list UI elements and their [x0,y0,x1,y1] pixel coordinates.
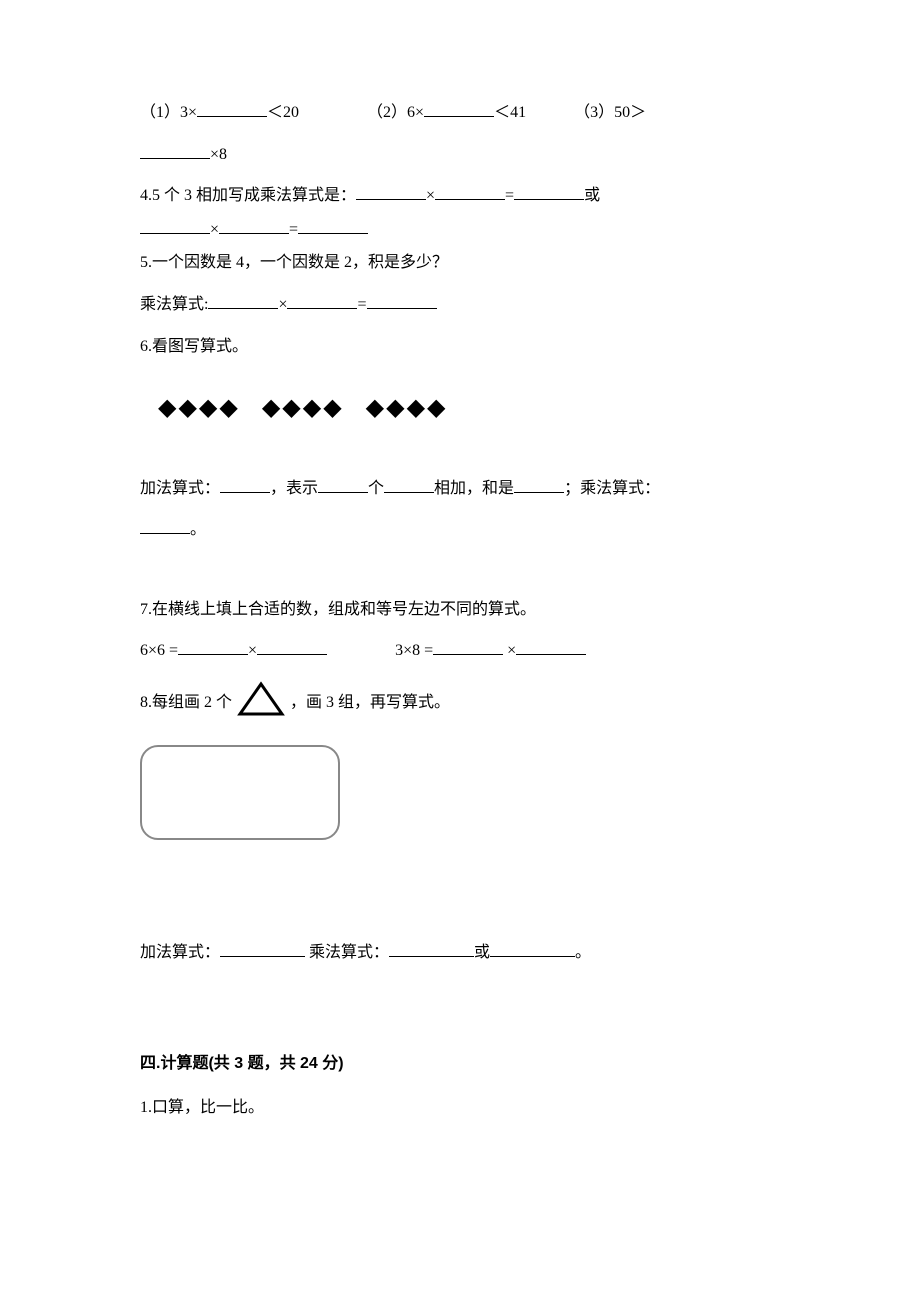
q3-p3-prefix: （3）50＞ [574,104,646,121]
q6-a: 加法算式： [140,480,220,497]
diamond-group-3: ◆◆◆◆ [366,395,448,421]
q7-prompt: 7.在横线上填上合适的数，组成和等号左边不同的算式。 [140,597,780,623]
q6-blank-3 [384,477,434,493]
q3-p3-suffix: ×8 [210,146,227,163]
q4-blank-3 [514,184,584,200]
q5-blank-2 [287,293,357,309]
q8-2c: 或 [474,944,490,961]
section4-title: 四.计算题(共 3 题，共 24 分) [140,1051,780,1077]
q5-mult: × [278,296,287,313]
q8-line2: 加法算式： 乘法算式： 或 。 [140,940,780,966]
q7-blank-4 [516,639,586,655]
q4-blank-1 [356,184,426,200]
q7-l2: 3×8 = [395,642,433,659]
q3-blank-1 [197,101,267,117]
q7-mult-2: × [507,642,516,659]
q5-blank-3 [367,293,437,309]
q3-line2: ×8 [140,142,780,168]
q3-p2-suffix: ＜41 [494,104,526,121]
q6-prompt: 6.看图写算式。 [140,334,780,360]
q4-or: 或 [584,187,600,204]
triangle-icon [236,680,286,727]
q7-l1: 6×6 = [140,642,178,659]
q4-eq-2: = [289,221,298,238]
q8-b: ，画 3 组，再写算式。 [290,690,450,716]
q8-blank-3 [490,941,575,957]
q3-p1-suffix: ＜20 [267,104,299,121]
q4-blank-4 [140,218,210,234]
q6-blank-4 [514,477,564,493]
q6-d: 相加，和是 [434,480,514,497]
q5-a: 乘法算式: [140,296,208,313]
drawing-box [140,745,340,840]
q4-line1: 4.5 个 3 相加写成乘法算式是： × = 或 [140,183,780,209]
q6-e: ；乘法算式： [564,480,660,497]
q4-a: 4.5 个 3 相加写成乘法算式是： [140,187,356,204]
q5-eq: = [357,296,366,313]
section4-q1: 1.口算，比一比。 [140,1095,780,1121]
q3-line1: （1）3× ＜20 （2）6× ＜41 （3）50＞ [140,100,780,126]
q8-blank-1 [220,941,305,957]
q7-blank-1 [178,639,248,655]
q7-mult: × [248,642,257,659]
q4-blank-2 [435,184,505,200]
q8-line: 8.每组画 2 个 ，画 3 组，再写算式。 [140,680,780,727]
q6-fill: 加法算式： ，表示 个 相加，和是 ；乘法算式： 。 [140,468,780,551]
q5-prompt: 5.一个因数是 4，一个因数是 2，积是多少？ [140,250,780,276]
q6-c: 个 [368,480,384,497]
diamonds-row: ◆◆◆◆ ◆◆◆◆ ◆◆◆◆ [158,389,780,427]
q8-a: 8.每组画 2 个 [140,690,232,716]
q4-blank-6 [298,218,368,234]
q6-period: 。 [190,521,206,538]
q3-p2-prefix: （2）6× [367,104,424,121]
q6-blank-2 [318,477,368,493]
q6-b: ，表示 [270,480,318,497]
q7-blank-2 [257,639,327,655]
q8-2a: 加法算式： [140,944,220,961]
q7-row: 6×6 = × 3×8 = × [140,638,780,664]
q3-blank-3 [140,143,210,159]
q3-p1-prefix: （1）3× [140,104,197,121]
q6-blank-1 [220,477,270,493]
q4-mult-2: × [210,221,219,238]
diamond-group-2: ◆◆◆◆ [262,395,344,421]
q4-line2: ×= [140,217,780,243]
q8-2b: 乘法算式： [309,944,389,961]
q7-blank-3 [433,639,503,655]
diamond-group-1: ◆◆◆◆ [158,395,240,421]
q3-blank-2 [424,101,494,117]
q6-blank-5 [140,518,190,534]
q8-blank-2 [389,941,474,957]
q8-2d: 。 [575,944,591,961]
q5-blank-1 [208,293,278,309]
q4-eq: = [505,187,514,204]
q4-mult: × [426,187,435,204]
q4-blank-5 [219,218,289,234]
q5-line2: 乘法算式: × = [140,292,780,318]
